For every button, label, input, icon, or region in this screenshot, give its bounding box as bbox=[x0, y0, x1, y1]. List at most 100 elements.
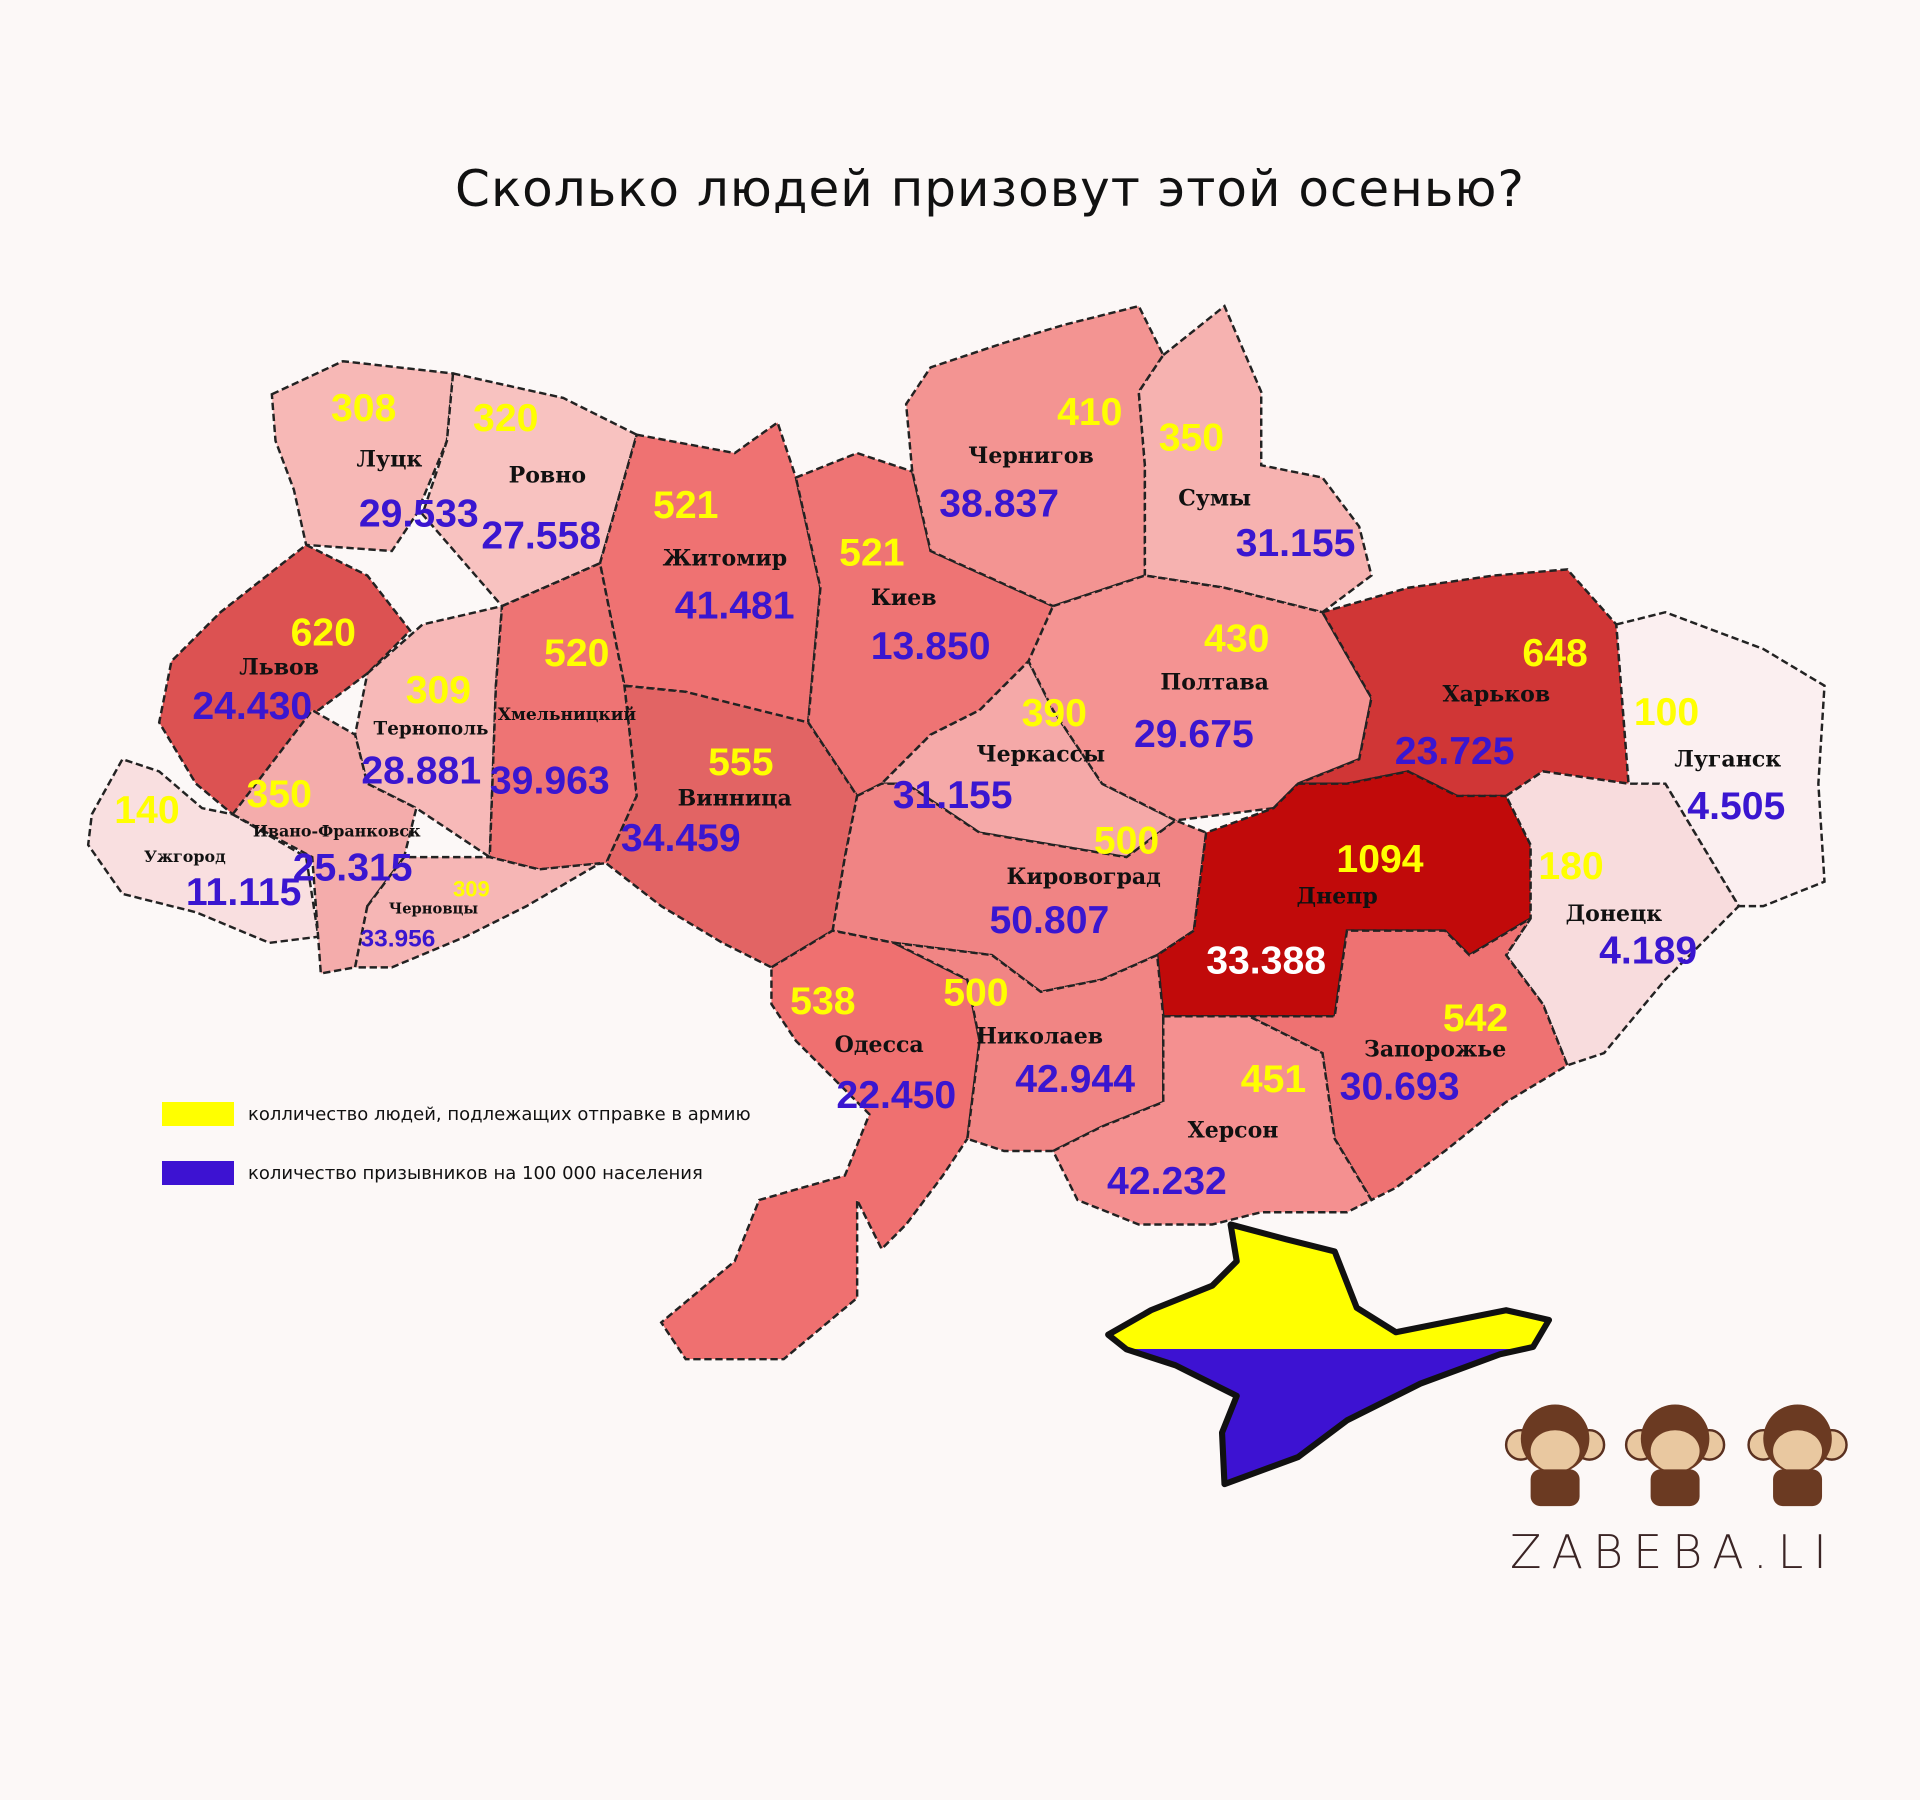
region-15[interactable] bbox=[86, 757, 320, 945]
region-6[interactable] bbox=[1137, 304, 1373, 614]
region-name: Днепр bbox=[1297, 884, 1378, 910]
per-100k-value: 4.189 bbox=[1599, 930, 1697, 973]
region-20[interactable] bbox=[1504, 770, 1741, 1067]
conscripts-count: 520 bbox=[544, 632, 609, 675]
per-100k-value: 31.155 bbox=[893, 774, 1013, 817]
monkey-icon bbox=[1504, 1404, 1606, 1507]
conscripts-count: 521 bbox=[839, 532, 904, 575]
per-100k-value: 24.430 bbox=[192, 685, 312, 728]
conscripts-count: 451 bbox=[1241, 1058, 1306, 1101]
legend-label: количество призывников на 100 000 населе… bbox=[248, 1162, 703, 1184]
region-name: Винница bbox=[678, 786, 792, 812]
region-labels: 180 Донецк 4.189 bbox=[1538, 845, 1697, 972]
per-100k-value: 34.459 bbox=[621, 817, 741, 860]
monkeys-logo bbox=[1504, 1404, 1848, 1507]
region-name: Черновцы bbox=[389, 900, 479, 917]
conscripts-count: 309 bbox=[406, 669, 471, 712]
per-100k-value: 11.115 bbox=[186, 871, 302, 914]
conscripts-count: 430 bbox=[1204, 617, 1269, 660]
conscripts-count: 390 bbox=[1022, 692, 1087, 735]
region-24[interactable] bbox=[1051, 1015, 1374, 1226]
region-name: Запорожье bbox=[1364, 1037, 1506, 1063]
region-name: Харьков bbox=[1443, 682, 1551, 708]
conscripts-count: 180 bbox=[1538, 845, 1603, 888]
region-2[interactable] bbox=[421, 371, 639, 608]
region-labels: 500 Николаев 42.944 bbox=[943, 971, 1135, 1101]
region-name: Луцк bbox=[356, 447, 422, 473]
conscripts-count: 648 bbox=[1522, 632, 1587, 675]
region-8[interactable] bbox=[353, 604, 504, 860]
region-9[interactable] bbox=[488, 561, 638, 871]
conscripts-count: 320 bbox=[473, 397, 538, 440]
region-10[interactable] bbox=[604, 684, 859, 969]
per-100k-value: 38.837 bbox=[939, 483, 1059, 526]
crimea-region bbox=[1105, 1221, 1553, 1488]
region-name: Луганск bbox=[1674, 747, 1781, 773]
region-name: Кировоград bbox=[1006, 864, 1160, 890]
region-1[interactable] bbox=[270, 359, 455, 553]
region-3[interactable] bbox=[598, 420, 822, 724]
conscripts-count: 500 bbox=[1094, 819, 1159, 862]
region-labels: 309 Тернополь 28.881 bbox=[361, 669, 488, 793]
monkey-icon bbox=[1624, 1404, 1726, 1507]
per-100k-value: 4.505 bbox=[1687, 785, 1785, 828]
conscripts-count: 555 bbox=[708, 741, 773, 784]
region-7[interactable] bbox=[157, 543, 412, 816]
conscripts-count: 140 bbox=[114, 789, 179, 832]
conscripts-count: 308 bbox=[331, 387, 396, 430]
region-17[interactable] bbox=[353, 855, 601, 969]
conscripts-count: 410 bbox=[1057, 391, 1122, 434]
per-100k-value: 13.850 bbox=[871, 625, 991, 668]
legend-item-per-100k: количество призывников на 100 000 населе… bbox=[162, 1161, 703, 1185]
per-100k-value: 33.388 bbox=[1206, 939, 1326, 982]
region-name: Сумы bbox=[1178, 486, 1251, 512]
region-name: Хмельницкий bbox=[498, 705, 637, 725]
region-name: Житомир bbox=[663, 546, 787, 572]
region-name: Николаев bbox=[976, 1023, 1103, 1049]
legend-swatch-yellow bbox=[162, 1102, 234, 1126]
region-name: Ивано-Франковск bbox=[253, 821, 421, 840]
region-labels: 308 Луцк 29.533 bbox=[331, 387, 479, 535]
region-labels: 430 Полтава 29.675 bbox=[1134, 617, 1269, 756]
region-12[interactable] bbox=[1027, 574, 1373, 822]
region-labels: 350 Ивано-Франковск 25.315 bbox=[247, 773, 422, 889]
conscripts-count: 1094 bbox=[1336, 838, 1423, 881]
region-labels: 648 Харьков 23.725 bbox=[1395, 632, 1588, 773]
per-100k-value: 33.956 bbox=[361, 926, 436, 953]
per-100k-value: 41.481 bbox=[675, 584, 795, 627]
region-labels: 320 Ровно 27.558 bbox=[473, 397, 601, 558]
region-name: Львов bbox=[239, 655, 319, 681]
per-100k-value: 42.944 bbox=[1015, 1058, 1135, 1101]
region-labels: 1094 Днепр 33.388 bbox=[1206, 838, 1424, 983]
region-labels: 521 Житомир 41.481 bbox=[653, 484, 795, 627]
region-name: Донецк bbox=[1566, 901, 1663, 927]
conscripts-count: 542 bbox=[1443, 997, 1508, 1040]
region-labels: 390 Черкассы 31.155 bbox=[893, 692, 1105, 817]
region-labels: 140 Ужгород 11.115 bbox=[114, 789, 301, 914]
per-100k-value: 31.155 bbox=[1236, 522, 1356, 565]
brand-logo-text: ZABEBA.LI bbox=[1510, 1525, 1837, 1579]
region-19[interactable] bbox=[1155, 770, 1532, 1018]
per-100k-value: 22.450 bbox=[836, 1074, 956, 1117]
region-13[interactable] bbox=[1297, 568, 1630, 798]
per-100k-value: 27.558 bbox=[481, 515, 601, 558]
region-name: Ужгород bbox=[144, 847, 226, 866]
conscripts-count: 100 bbox=[1634, 691, 1699, 734]
conscripts-count: 521 bbox=[653, 484, 718, 527]
per-100k-value: 50.807 bbox=[989, 899, 1109, 942]
region-name: Тернополь bbox=[374, 719, 489, 740]
region-labels: 538 Одесса 22.450 bbox=[790, 980, 956, 1117]
monkey-icon bbox=[1747, 1404, 1848, 1507]
per-100k-value: 29.533 bbox=[359, 493, 479, 536]
legend-swatch-blue bbox=[162, 1161, 234, 1185]
conscripts-count: 538 bbox=[790, 980, 855, 1023]
region-name: Херсон bbox=[1188, 1118, 1279, 1144]
conscripts-count: 350 bbox=[247, 773, 312, 816]
per-100k-value: 30.693 bbox=[1340, 1066, 1460, 1109]
